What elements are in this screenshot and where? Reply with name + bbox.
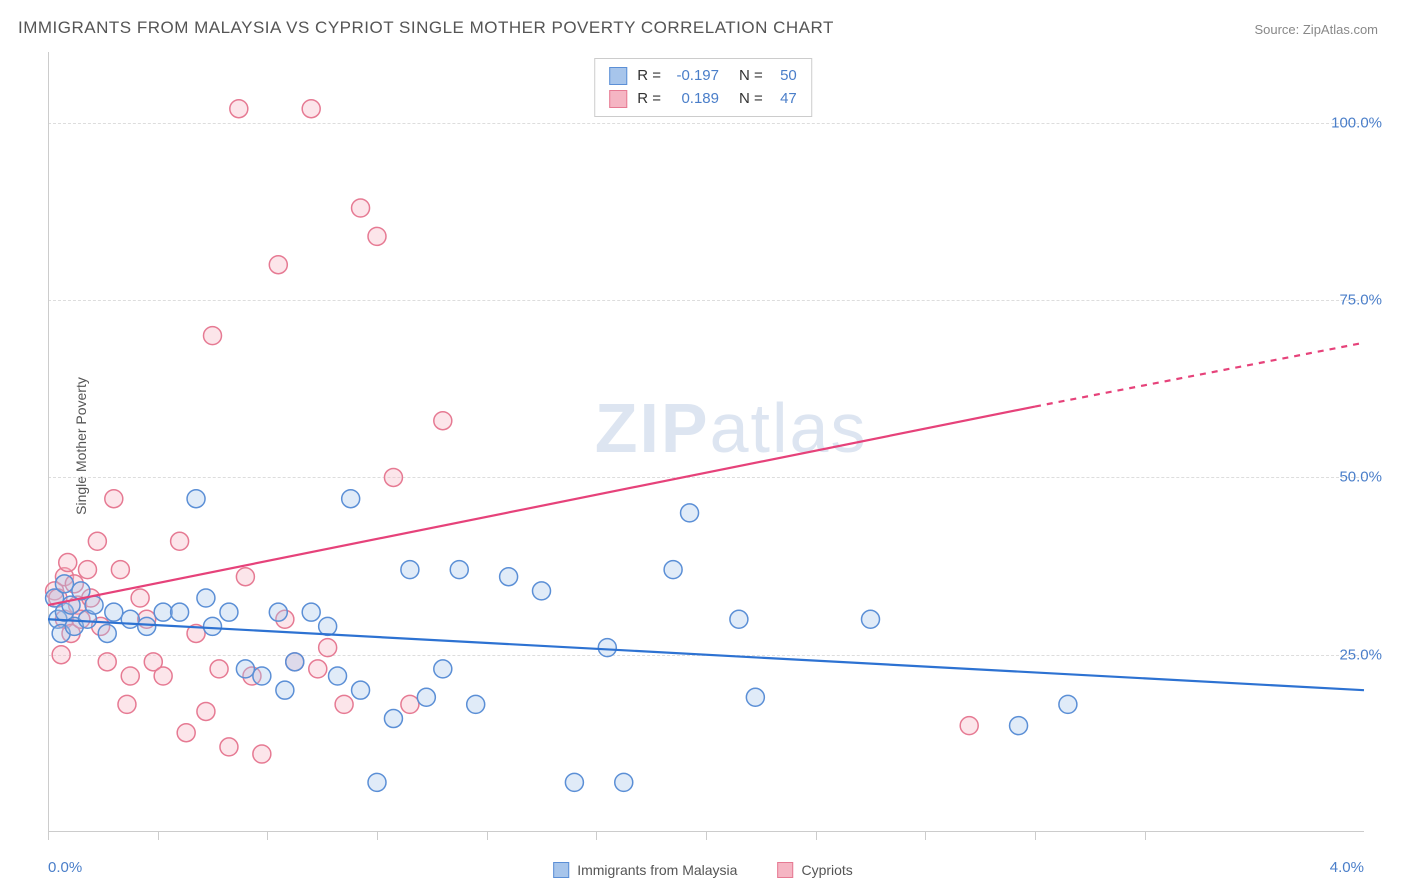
data-point	[434, 660, 452, 678]
data-point	[187, 490, 205, 508]
data-point	[565, 773, 583, 791]
data-point	[131, 589, 149, 607]
data-point	[533, 582, 551, 600]
data-point	[302, 100, 320, 118]
legend-item-series-1: Immigrants from Malaysia	[553, 862, 737, 878]
data-point	[368, 227, 386, 245]
data-point	[138, 617, 156, 635]
data-point	[335, 695, 353, 713]
data-point	[105, 490, 123, 508]
data-point	[598, 639, 616, 657]
data-point	[450, 561, 468, 579]
stat-label: R =	[637, 65, 661, 88]
data-point	[352, 681, 370, 699]
stats-row-series-2: R = 0.189 N = 47	[609, 88, 797, 111]
data-point	[329, 667, 347, 685]
legend-label: Immigrants from Malaysia	[577, 862, 737, 878]
data-point	[384, 710, 402, 728]
data-point	[85, 596, 103, 614]
source-attribution: Source: ZipAtlas.com	[1254, 22, 1378, 37]
data-point	[286, 653, 304, 671]
swatch-icon	[609, 67, 627, 85]
stat-label: N =	[739, 88, 763, 111]
stats-row-series-1: R = -0.197 N = 50	[609, 65, 797, 88]
data-point	[121, 610, 139, 628]
stat-r-value: -0.197	[667, 65, 719, 88]
data-point	[171, 603, 189, 621]
data-point	[664, 561, 682, 579]
stat-n-value: 50	[769, 65, 797, 88]
trend-line-dashed	[1035, 343, 1364, 407]
correlation-chart: IMMIGRANTS FROM MALAYSIA VS CYPRIOT SING…	[0, 0, 1406, 892]
legend-label: Cypriots	[801, 862, 852, 878]
stat-n-value: 47	[769, 88, 797, 111]
data-point	[98, 653, 116, 671]
data-point	[204, 617, 222, 635]
data-point	[269, 256, 287, 274]
data-point	[269, 603, 287, 621]
data-point	[121, 667, 139, 685]
data-point	[230, 100, 248, 118]
data-point	[417, 688, 435, 706]
x-tick-label-min: 0.0%	[48, 859, 82, 876]
data-point	[88, 532, 106, 550]
data-point	[401, 561, 419, 579]
plot-svg	[48, 52, 1364, 832]
data-point	[276, 681, 294, 699]
data-point	[154, 667, 172, 685]
data-point	[319, 617, 337, 635]
data-point	[384, 468, 402, 486]
data-point	[220, 738, 238, 756]
data-point	[177, 724, 195, 742]
stats-legend-box: R = -0.197 N = 50 R = 0.189 N = 47	[594, 58, 812, 117]
data-point	[197, 589, 215, 607]
data-point	[401, 695, 419, 713]
data-point	[171, 532, 189, 550]
data-point	[204, 327, 222, 345]
data-point	[236, 568, 254, 586]
data-point	[59, 554, 77, 572]
swatch-icon	[777, 862, 793, 878]
stat-label: R =	[637, 88, 661, 111]
data-point	[500, 568, 518, 586]
data-point	[52, 646, 70, 664]
data-point	[253, 745, 271, 763]
data-point	[862, 610, 880, 628]
swatch-icon	[609, 90, 627, 108]
legend-item-series-2: Cypriots	[777, 862, 852, 878]
data-point	[210, 660, 228, 678]
data-point	[236, 660, 254, 678]
data-point	[730, 610, 748, 628]
data-point	[302, 603, 320, 621]
data-point	[342, 490, 360, 508]
data-point	[319, 639, 337, 657]
data-point	[98, 624, 116, 642]
data-point	[105, 603, 123, 621]
data-point	[55, 575, 73, 593]
data-point	[368, 773, 386, 791]
stat-r-value: 0.189	[667, 88, 719, 111]
data-point	[154, 603, 172, 621]
data-point	[220, 603, 238, 621]
data-point	[746, 688, 764, 706]
data-point	[960, 717, 978, 735]
data-point	[309, 660, 327, 678]
stat-label: N =	[739, 65, 763, 88]
data-point	[1010, 717, 1028, 735]
data-point	[253, 667, 271, 685]
data-point	[118, 695, 136, 713]
data-point	[434, 412, 452, 430]
data-point	[111, 561, 129, 579]
chart-title: IMMIGRANTS FROM MALAYSIA VS CYPRIOT SING…	[18, 18, 834, 38]
data-point	[615, 773, 633, 791]
data-point	[1059, 695, 1077, 713]
data-point	[681, 504, 699, 522]
data-point	[467, 695, 485, 713]
swatch-icon	[553, 862, 569, 878]
x-axis-legend: Immigrants from Malaysia Cypriots	[553, 862, 853, 878]
data-point	[78, 561, 96, 579]
data-point	[197, 702, 215, 720]
x-tick-label-max: 4.0%	[1330, 859, 1364, 876]
data-point	[352, 199, 370, 217]
